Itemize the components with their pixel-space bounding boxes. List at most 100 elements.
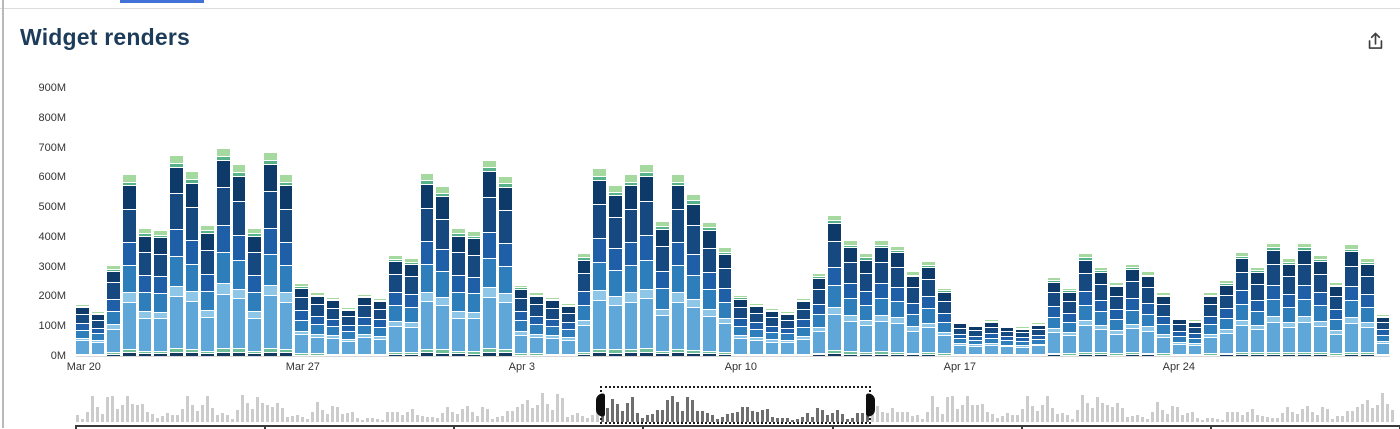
bar[interactable] (1141, 271, 1155, 356)
bar[interactable] (279, 174, 293, 356)
bar[interactable] (530, 292, 544, 356)
bar-segment-segment-2 (796, 353, 810, 355)
bar[interactable] (342, 306, 356, 356)
bar-segment-segment-8 (718, 253, 732, 268)
bar[interactable] (718, 247, 732, 356)
bar[interactable] (953, 320, 967, 356)
bar-segment-segment-8 (1126, 269, 1139, 282)
bar-segment-segment-3 (358, 337, 371, 354)
bar[interactable] (1079, 253, 1092, 356)
bar[interactable] (1157, 292, 1171, 356)
bar[interactable] (671, 174, 685, 356)
minimap-bar (696, 410, 699, 422)
bar[interactable] (640, 164, 653, 356)
bar[interactable] (1220, 280, 1233, 356)
bar-segment-segment-2 (1314, 351, 1327, 354)
bar[interactable] (452, 228, 465, 356)
bar[interactable] (781, 311, 794, 356)
bar[interactable] (248, 228, 262, 356)
bar[interactable] (76, 303, 89, 356)
bar[interactable] (687, 193, 700, 356)
bar[interactable] (185, 171, 199, 356)
bar[interactable] (859, 253, 873, 356)
bar[interactable] (264, 152, 277, 356)
minimap-bar (546, 404, 549, 422)
bar[interactable] (1267, 242, 1280, 356)
bar[interactable] (969, 323, 982, 356)
bar[interactable] (734, 295, 747, 356)
bar-segment-segment-1 (765, 355, 779, 356)
bar[interactable] (702, 222, 716, 356)
bar[interactable] (561, 302, 575, 356)
bar[interactable] (812, 272, 826, 356)
bar[interactable] (436, 186, 450, 356)
minimap-brush[interactable] (76, 389, 1396, 422)
bar[interactable] (311, 292, 324, 356)
bar[interactable] (937, 287, 951, 356)
brush-selection[interactable] (596, 386, 875, 424)
bar[interactable] (906, 271, 920, 356)
bar[interactable] (358, 293, 371, 356)
bar[interactable] (1016, 326, 1029, 356)
bar[interactable] (1345, 244, 1359, 356)
bar[interactable] (577, 253, 591, 356)
bar[interactable] (483, 159, 497, 356)
bar[interactable] (890, 245, 904, 356)
bar[interactable] (749, 302, 763, 356)
bar[interactable] (201, 225, 215, 356)
bar[interactable] (1376, 313, 1390, 356)
bar[interactable] (1251, 266, 1265, 356)
bar[interactable] (154, 229, 168, 356)
bar[interactable] (1047, 277, 1061, 356)
bar[interactable] (1361, 257, 1374, 356)
bar[interactable] (232, 164, 246, 356)
bar[interactable] (1329, 281, 1343, 356)
bar[interactable] (608, 184, 622, 356)
bar[interactable] (1094, 266, 1108, 356)
bar[interactable] (170, 155, 183, 356)
bar[interactable] (326, 296, 340, 356)
bar[interactable] (1314, 254, 1327, 356)
bar[interactable] (593, 168, 606, 356)
bar[interactable] (1000, 325, 1014, 356)
brush-handle-right[interactable] (865, 393, 875, 417)
bar[interactable] (373, 298, 387, 356)
bar[interactable] (217, 147, 230, 356)
bar[interactable] (1188, 319, 1202, 356)
bar[interactable] (922, 260, 935, 356)
bar[interactable] (1282, 257, 1296, 356)
bar[interactable] (655, 220, 669, 356)
export-button[interactable] (1360, 27, 1390, 55)
bar[interactable] (138, 228, 152, 356)
bar[interactable] (389, 254, 403, 356)
bar[interactable] (1031, 322, 1045, 356)
bar[interactable] (624, 174, 638, 356)
bar[interactable] (420, 172, 434, 356)
bar[interactable] (405, 257, 418, 356)
bar[interactable] (546, 296, 559, 356)
bar[interactable] (123, 174, 136, 356)
bar[interactable] (1298, 242, 1312, 356)
bar[interactable] (467, 230, 481, 356)
bar[interactable] (499, 175, 512, 356)
bar[interactable] (1063, 287, 1076, 356)
bar[interactable] (875, 239, 888, 356)
bar[interactable] (295, 283, 309, 356)
bar[interactable] (107, 265, 121, 356)
bar[interactable] (514, 284, 528, 356)
bar[interactable] (796, 298, 810, 356)
bar[interactable] (828, 214, 841, 356)
bar-segment-segment-4 (718, 317, 732, 324)
bar[interactable] (984, 319, 998, 356)
bar[interactable] (1235, 251, 1249, 356)
bar[interactable] (1173, 316, 1186, 356)
bar[interactable] (765, 308, 779, 356)
bar[interactable] (843, 239, 857, 356)
bar[interactable] (1126, 263, 1139, 356)
bar[interactable] (1204, 292, 1218, 356)
brush-handle-left[interactable] (596, 393, 606, 417)
bar[interactable] (91, 311, 105, 356)
minimap-bar (1311, 412, 1314, 422)
bar[interactable] (1110, 281, 1124, 356)
bar-segment-segment-6 (201, 273, 215, 291)
